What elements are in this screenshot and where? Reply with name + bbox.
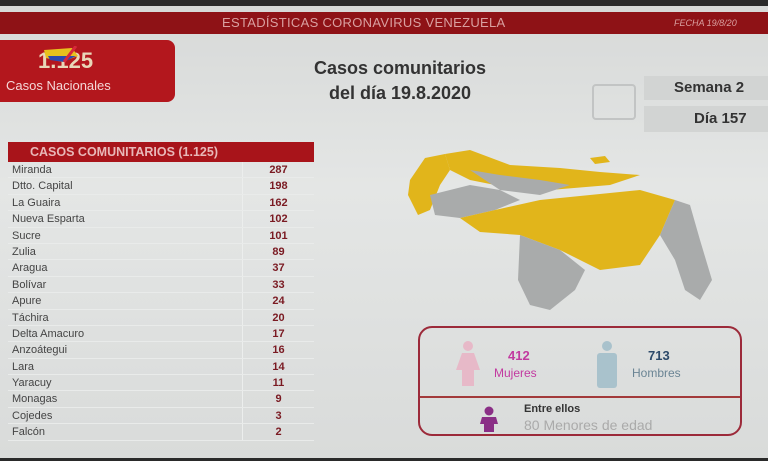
state-cases: 162 xyxy=(242,194,314,211)
table-row: Miranda 287 xyxy=(8,162,314,179)
state-name: Delta Amacuro xyxy=(12,327,85,340)
header-bar: ESTADÍSTICAS CORONAVIRUS VENEZUELA FECHA… xyxy=(0,12,768,34)
state-cases: 33 xyxy=(242,276,314,293)
table-row: Anzoátegui 16 xyxy=(8,342,314,359)
state-cases: 102 xyxy=(242,211,314,227)
map-region-west xyxy=(408,154,450,215)
state-cases: 17 xyxy=(242,325,314,342)
table-row: Táchira 20 xyxy=(8,309,314,326)
national-cases-badge: 1.125 Casos Nacionales xyxy=(0,40,175,102)
state-cases: 16 xyxy=(242,342,314,358)
state-name: Zulia xyxy=(12,245,36,258)
child-icon xyxy=(480,406,498,432)
map-region-east xyxy=(660,200,712,300)
national-cases-label: Casos Nacionales xyxy=(6,78,111,93)
state-name: Táchira xyxy=(12,311,49,324)
week-label: Semana 2 xyxy=(644,76,768,100)
table-row: Bolívar 33 xyxy=(8,276,314,294)
state-name: Anzoátegui xyxy=(12,344,68,357)
state-name: Monagas xyxy=(12,393,58,406)
table-row: Sucre 101 xyxy=(8,227,314,244)
man-icon xyxy=(597,341,617,388)
state-cases: 24 xyxy=(242,293,314,309)
minors-intro: Entre ellos xyxy=(524,403,581,415)
title-line-2: del día 19.8.2020 xyxy=(328,83,472,103)
cases-table: CASOS COMUNITARIOS (1.125) Miranda 287 Dtt… xyxy=(8,142,314,441)
table-row: Aragua 37 xyxy=(8,260,314,277)
map-region-llanos xyxy=(460,190,675,270)
map-region-islands xyxy=(590,156,610,164)
table-row: Apure 24 xyxy=(8,293,314,310)
state-name: Nueva Esparta xyxy=(12,213,85,226)
women-count: 412 xyxy=(508,348,530,363)
state-name: Cojedes xyxy=(12,409,53,422)
panel-divider xyxy=(420,396,740,398)
header-date: FECHA 19/8/20 xyxy=(674,18,737,28)
state-cases: 101 xyxy=(242,227,314,243)
table-header: CASOS COMUNITARIOS (1.125) xyxy=(8,142,314,162)
state-cases: 3 xyxy=(242,407,314,424)
table-row: Monagas 9 xyxy=(8,391,314,408)
table-row: Cojedes 3 xyxy=(8,407,314,425)
state-name: Falcón xyxy=(12,426,46,439)
state-name: Yaracuy xyxy=(12,377,52,390)
state-name: Apure xyxy=(12,295,42,308)
state-name: Miranda xyxy=(12,164,52,176)
table-row: Zulia 89 xyxy=(8,243,314,261)
minors-count: 80 Menores de edad xyxy=(524,417,653,433)
state-name: Lara xyxy=(12,360,35,373)
table-row: Nueva Esparta 102 xyxy=(8,211,314,228)
table-row: Falcón 2 xyxy=(8,424,314,441)
venezuela-map-flag-icon xyxy=(44,46,78,63)
state-name: Dtto. Capital xyxy=(12,180,73,193)
state-cases: 20 xyxy=(242,309,314,325)
page-title: Casos comunitarios del día 19.8.2020 xyxy=(260,56,540,106)
state-cases: 198 xyxy=(242,178,314,194)
men-count: 713 xyxy=(648,348,670,363)
calendar-icon xyxy=(592,84,636,120)
state-cases: 11 xyxy=(242,375,314,391)
table-row: Delta Amacuro 17 xyxy=(8,325,314,343)
woman-icon xyxy=(456,341,480,386)
women-label: Mujeres xyxy=(494,366,537,380)
state-cases: 9 xyxy=(242,391,314,407)
state-name: Sucre xyxy=(12,229,41,242)
table-row: Yaracuy 11 xyxy=(8,375,314,392)
state-cases: 37 xyxy=(242,260,314,276)
day-label: Día 157 xyxy=(644,106,768,132)
state-name: La Guaira xyxy=(12,196,61,209)
venezuela-map xyxy=(408,150,712,310)
title-line-1: Casos comunitarios xyxy=(313,58,487,78)
state-cases: 89 xyxy=(242,243,314,260)
table-row: Dtto. Capital 198 xyxy=(8,178,314,195)
state-name: Aragua xyxy=(12,262,48,275)
state-cases: 2 xyxy=(242,424,314,440)
state-cases: 287 xyxy=(242,162,314,178)
men-label: Hombres xyxy=(632,366,681,380)
map-region-north-gray xyxy=(470,170,570,195)
map-region-andes xyxy=(430,185,520,218)
state-cases: 14 xyxy=(242,358,314,375)
header-title: ESTADÍSTICAS CORONAVIRUS VENEZUELA xyxy=(222,15,506,30)
table-row: Lara 14 xyxy=(8,358,314,376)
table-row: La Guaira 162 xyxy=(8,194,314,212)
state-name: Bolívar xyxy=(12,278,47,291)
gender-breakdown-panel: 412 Mujeres 713 Hombres Entre ellos 80 M… xyxy=(418,326,742,436)
map-region-amazonas xyxy=(518,235,585,310)
